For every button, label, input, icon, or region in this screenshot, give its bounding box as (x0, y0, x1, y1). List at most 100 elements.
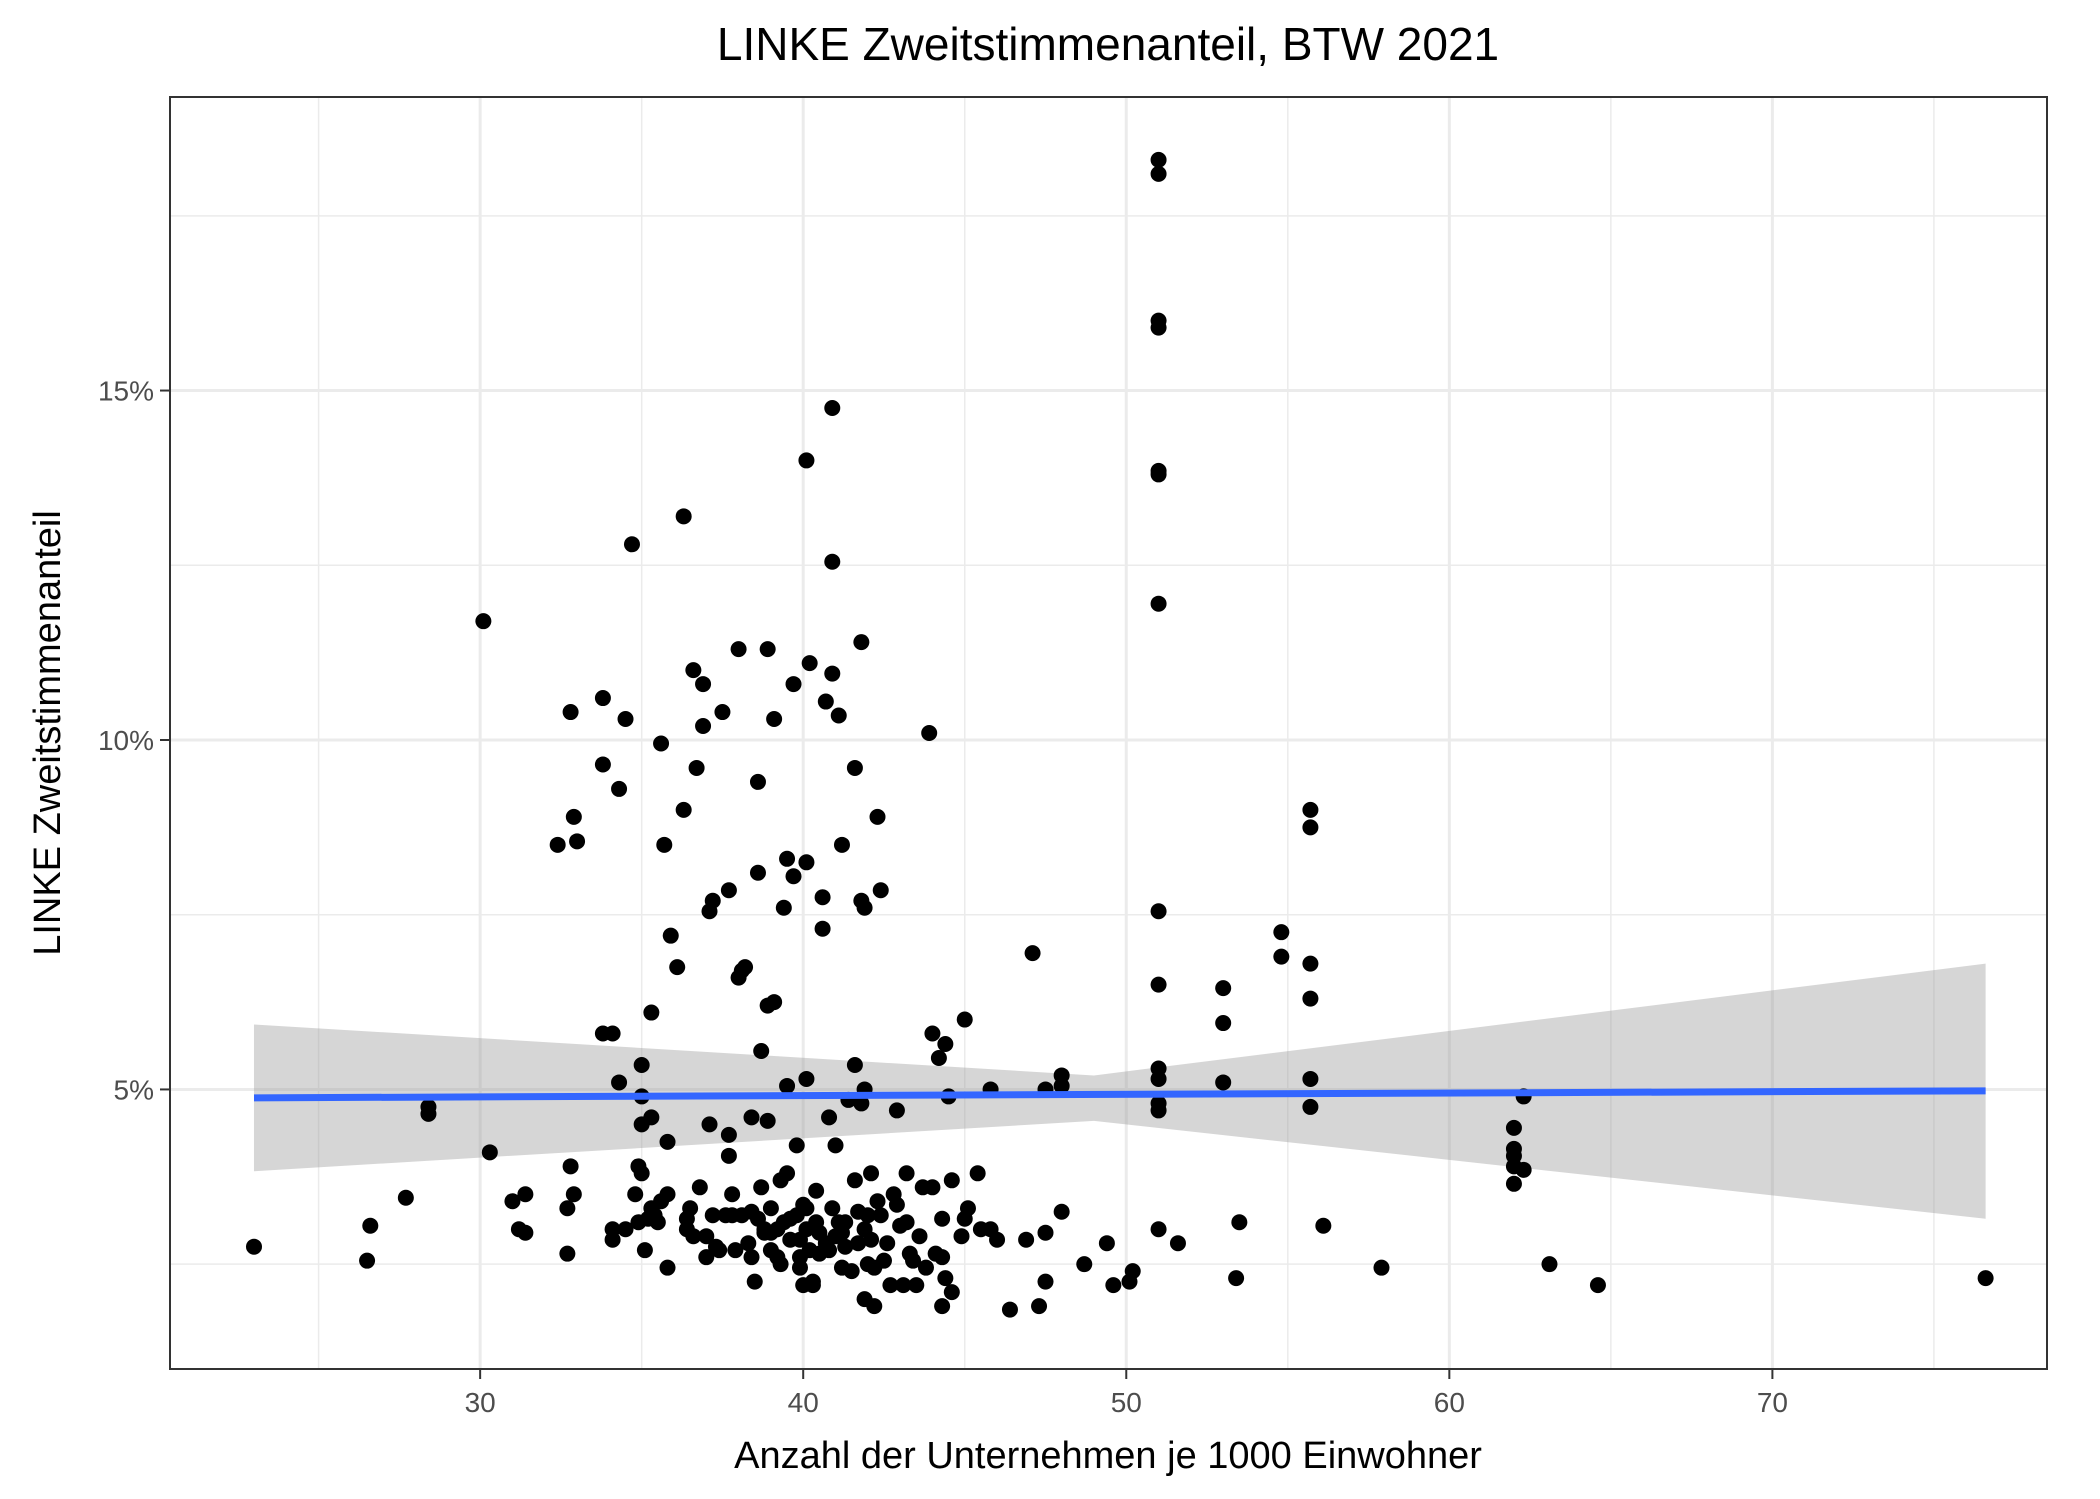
data-point (1024, 945, 1041, 962)
data-point (875, 1252, 892, 1269)
data-point (659, 1259, 676, 1276)
x-axis: 30 40 50 60 70 (465, 1369, 1788, 1418)
data-point (565, 1186, 582, 1203)
data-point (837, 1238, 854, 1255)
data-point (830, 707, 847, 724)
data-point (659, 1186, 676, 1203)
y-tick-label: 15% (98, 376, 154, 407)
data-point (833, 836, 850, 853)
data-point (643, 1109, 660, 1126)
data-point (737, 959, 754, 976)
data-point (837, 1214, 854, 1231)
data-point (1505, 1175, 1522, 1192)
data-point (824, 400, 841, 417)
data-point (934, 1210, 951, 1227)
data-point (866, 1298, 883, 1315)
data-point (1215, 980, 1232, 997)
data-point (559, 1245, 576, 1262)
data-point (695, 676, 712, 693)
data-point (1150, 165, 1167, 182)
data-point (627, 1186, 644, 1203)
data-point (882, 1277, 899, 1294)
data-point (649, 1214, 666, 1231)
data-point (517, 1224, 534, 1241)
data-point (1037, 1273, 1054, 1290)
data-point (1515, 1161, 1532, 1178)
data-point (1150, 319, 1167, 336)
data-point (1150, 151, 1167, 168)
data-point (594, 756, 611, 773)
data-point (905, 1252, 922, 1269)
data-point (1037, 1224, 1054, 1241)
data-point (908, 1277, 925, 1294)
data-point (698, 1228, 715, 1245)
data-point (895, 1277, 912, 1294)
data-point (785, 676, 802, 693)
data-point (989, 1231, 1006, 1248)
x-axis-title: Anzahl der Unternehmen je 1000 Einwohner (734, 1435, 1482, 1477)
data-point (843, 1263, 860, 1280)
data-point (846, 1172, 863, 1189)
data-point (611, 780, 628, 797)
data-point (753, 1179, 770, 1196)
data-point (1302, 819, 1319, 836)
data-point (762, 1200, 779, 1217)
data-point (1215, 1015, 1232, 1032)
data-point (959, 1200, 976, 1217)
data-point (730, 641, 747, 658)
data-point (720, 1147, 737, 1164)
data-point (766, 994, 783, 1011)
data-point (759, 641, 776, 658)
data-point (475, 613, 492, 630)
data-point (888, 1102, 905, 1119)
data-point (911, 1228, 928, 1245)
data-point (766, 711, 783, 728)
data-point (798, 854, 815, 871)
data-point (617, 1221, 634, 1238)
data-point (1541, 1256, 1558, 1273)
data-point (711, 1242, 728, 1259)
data-point (704, 1207, 721, 1224)
data-point (1076, 1256, 1093, 1273)
data-point (846, 759, 863, 776)
data-point (362, 1217, 379, 1234)
data-point (1228, 1270, 1245, 1287)
data-point (1273, 924, 1290, 941)
data-point (604, 1231, 621, 1248)
data-point (720, 1126, 737, 1143)
regression-line (253, 1087, 1986, 1102)
data-point (1231, 1214, 1248, 1231)
data-point (814, 920, 831, 937)
data-point (898, 1165, 915, 1182)
data-point (869, 808, 886, 825)
data-point (824, 665, 841, 682)
data-point (879, 1235, 896, 1252)
data-point (1150, 595, 1167, 612)
data-point (662, 927, 679, 944)
data-point (643, 1004, 660, 1021)
x-tick-label: 70 (1757, 1387, 1788, 1418)
data-point (727, 1242, 744, 1259)
data-point (953, 1228, 970, 1245)
data-point (824, 1200, 841, 1217)
data-point (814, 889, 831, 906)
data-point (872, 1207, 889, 1224)
data-point (481, 1144, 498, 1161)
data-point (1589, 1277, 1606, 1294)
data-point (720, 882, 737, 899)
data-point (701, 1116, 718, 1133)
data-point (863, 1165, 880, 1182)
data-point (685, 1228, 702, 1245)
data-point (937, 1036, 954, 1053)
data-point (779, 1165, 796, 1182)
data-point (1098, 1235, 1115, 1252)
data-point (695, 718, 712, 735)
data-point (714, 704, 731, 721)
data-point (746, 1273, 763, 1290)
data-point (1302, 1070, 1319, 1087)
data-point (943, 1284, 960, 1301)
data-point (749, 864, 766, 881)
x-tick-label: 60 (1434, 1387, 1465, 1418)
chart-title: LINKE Zweitstimmenanteil, BTW 2021 (717, 18, 1499, 70)
data-point (1150, 462, 1167, 479)
